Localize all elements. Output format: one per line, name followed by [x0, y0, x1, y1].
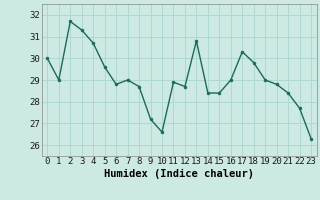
X-axis label: Humidex (Indice chaleur): Humidex (Indice chaleur): [104, 169, 254, 179]
